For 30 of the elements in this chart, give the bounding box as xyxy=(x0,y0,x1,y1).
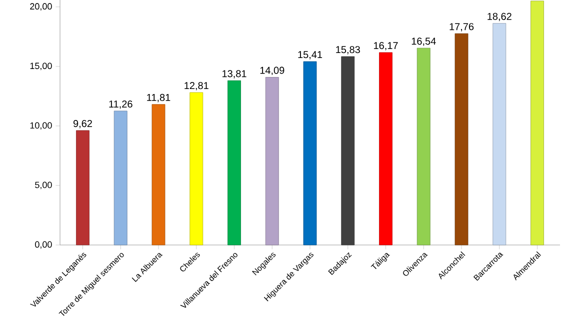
bar xyxy=(454,33,468,246)
bar xyxy=(152,104,166,246)
data-label: 9,62 xyxy=(73,120,92,128)
data-label: 15,83 xyxy=(336,46,360,54)
bar xyxy=(379,52,392,246)
y-tick-label: 20,00 xyxy=(30,3,52,11)
bar xyxy=(76,130,90,246)
bar xyxy=(114,110,128,246)
bar xyxy=(492,23,506,246)
y-tick-label: 0,00 xyxy=(35,241,52,249)
data-label: 16,17 xyxy=(374,42,398,50)
data-label: 13,81 xyxy=(222,70,246,78)
data-label: 17,76 xyxy=(450,23,474,32)
y-tick-label: 15,00 xyxy=(30,62,52,70)
bar xyxy=(416,48,430,246)
data-label: 16,54 xyxy=(412,38,436,46)
data-label: 14,09 xyxy=(260,66,284,76)
data-label: 11,26 xyxy=(109,100,132,109)
bar xyxy=(190,92,204,246)
y-tick-label: 10,00 xyxy=(30,122,52,130)
bar xyxy=(341,56,355,246)
data-label: 12,81 xyxy=(184,82,208,90)
bar xyxy=(303,61,317,246)
bar xyxy=(265,77,279,246)
y-tick-label: 5,00 xyxy=(35,182,52,190)
data-label: 11,81 xyxy=(147,94,170,102)
data-label: 15,41 xyxy=(298,51,322,60)
data-label: 18,62 xyxy=(488,12,512,22)
bar xyxy=(530,0,544,246)
bar xyxy=(228,80,241,246)
